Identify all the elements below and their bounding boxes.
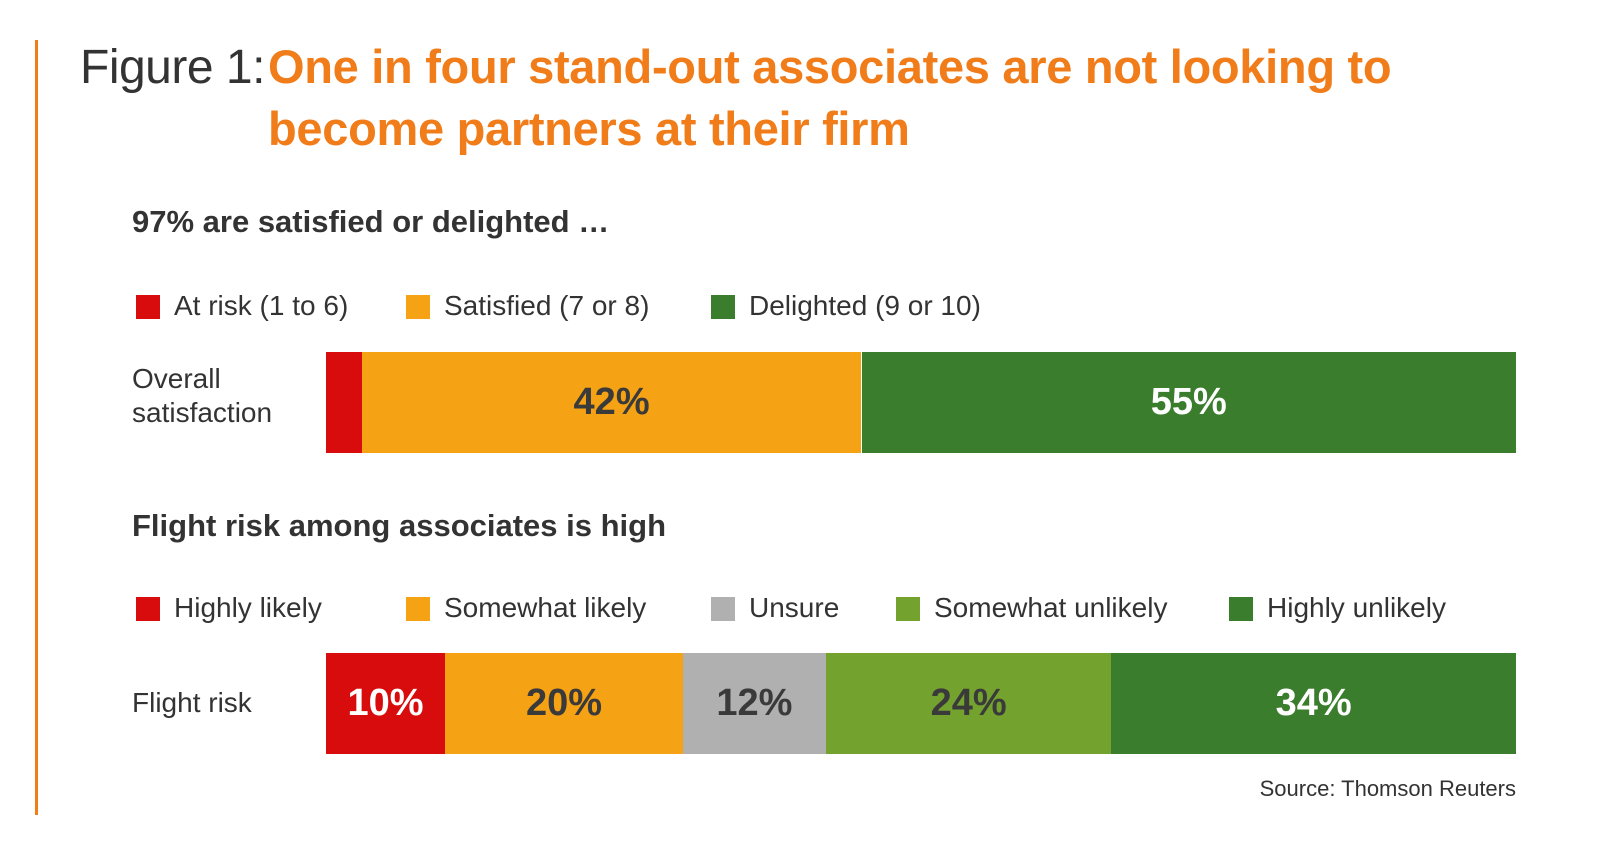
- bar-segment-satisfied-7-or-8: 42%: [361, 352, 862, 453]
- chart-1-subtitle: 97% are satisfied or delighted …: [132, 204, 610, 239]
- legend-label: Somewhat likely: [444, 592, 647, 623]
- bar-segment-highly-likely: 10%: [326, 653, 445, 754]
- legend-label: Highly likely: [174, 592, 322, 623]
- legend-label: Unsure: [749, 592, 840, 623]
- data-label: 10%: [347, 682, 424, 724]
- bar-segment-somewhat-unlikely: 24%: [825, 653, 1112, 754]
- legend-swatch: [136, 295, 160, 319]
- legend-label: Somewhat unlikely: [934, 592, 1168, 623]
- figure-label: Figure 1:: [80, 41, 265, 94]
- category-label-flight-risk: Flight risk: [132, 687, 252, 718]
- legend-swatch: [406, 597, 430, 621]
- legend-label: At risk (1 to 6): [174, 290, 349, 321]
- accent-rule: [35, 40, 38, 815]
- data-label: 20%: [525, 682, 603, 724]
- legend-swatch: [711, 597, 735, 621]
- data-label: 55%: [1150, 381, 1227, 423]
- bar-segment-at-risk-1-to-6: [326, 352, 362, 453]
- legend-swatch: [711, 295, 735, 319]
- bar-segment-somewhat-likely: 20%: [445, 653, 683, 754]
- legend-swatch: [136, 597, 160, 621]
- legend-label: Satisfied (7 or 8): [444, 290, 650, 321]
- legend-swatch: [406, 295, 430, 319]
- chart-2-subtitle: Flight risk among associates is high: [132, 508, 667, 543]
- stacked-bar-overall-satisfaction: 42% 55%: [326, 352, 1516, 453]
- stacked-bar-flight-risk: 10% 20% 12% 24% 34%: [326, 653, 1516, 754]
- bar-segment-delighted-9-or-10: 55%: [861, 352, 1516, 453]
- source-note: Source: Thomson Reuters: [1259, 776, 1516, 801]
- data-label: 42%: [573, 381, 650, 423]
- chart-title: One in four stand-out associates are not…: [268, 40, 1392, 155]
- legend-swatch: [896, 597, 920, 621]
- legend-label: Highly unlikely: [1267, 592, 1446, 623]
- data-label: 34%: [1275, 682, 1352, 724]
- legend-swatch: [1229, 597, 1253, 621]
- legend-label: Delighted (9 or 10): [749, 290, 981, 321]
- bar-segment-highly-unlikely: 34%: [1111, 653, 1516, 754]
- data-label: 24%: [930, 682, 1007, 724]
- bar-segment-unsure: 12%: [683, 653, 826, 754]
- category-label-overall-satisfaction: Overall satisfaction: [132, 363, 273, 428]
- data-label: 12%: [716, 682, 793, 724]
